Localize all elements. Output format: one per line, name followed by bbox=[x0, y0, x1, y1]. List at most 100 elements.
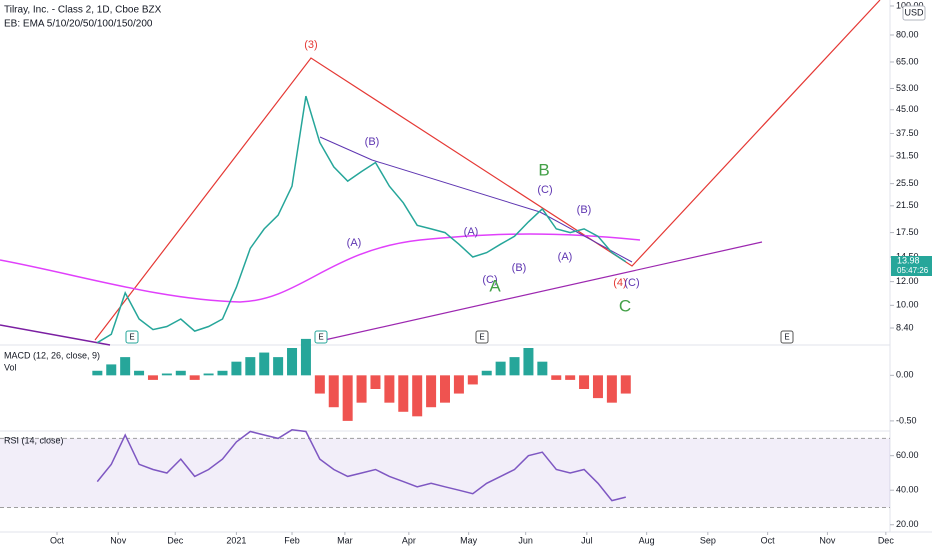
x-tick-label: Oct bbox=[761, 535, 776, 545]
x-tick-label: Feb bbox=[284, 535, 300, 545]
y-tick-label: 17.50 bbox=[896, 227, 919, 237]
macd-bar bbox=[189, 375, 200, 380]
macd-bar bbox=[481, 370, 492, 376]
wave-label: C bbox=[619, 296, 631, 315]
event-marker bbox=[780, 330, 794, 344]
macd-bar bbox=[161, 373, 172, 376]
rsi-band bbox=[0, 438, 890, 508]
wave-label: (B) bbox=[577, 204, 592, 216]
event-marker bbox=[125, 330, 139, 344]
macd-bar bbox=[92, 370, 103, 376]
wave-label: (A) bbox=[347, 237, 362, 249]
wave-label: (3) bbox=[304, 39, 317, 51]
macd-bar bbox=[523, 348, 534, 376]
macd-bar bbox=[592, 375, 603, 399]
y-tick-label: 40.00 bbox=[896, 485, 919, 495]
macd-bar bbox=[579, 375, 590, 390]
chart-layer: 100.00 80.00 65.00 53.00 45.00 37.50 31.50 25.5… bbox=[0, 0, 924, 545]
vol-title: Vol bbox=[4, 362, 17, 372]
wave-label: (B) bbox=[512, 262, 527, 274]
y-tick-label: 45.00 bbox=[896, 104, 919, 114]
macd-bar bbox=[495, 361, 506, 376]
y-tick-label: 53.00 bbox=[896, 83, 919, 93]
macd-bar bbox=[314, 375, 325, 394]
macd-bar bbox=[453, 375, 464, 394]
wave-label: B bbox=[538, 160, 549, 179]
y-tick-label: 10.00 bbox=[896, 300, 919, 310]
wave-label: (B) bbox=[365, 136, 380, 148]
macd-bar bbox=[620, 375, 631, 394]
wave-line bbox=[319, 136, 633, 263]
macd-bar bbox=[370, 375, 381, 390]
wave-label: (C) bbox=[624, 277, 639, 289]
macd-bar bbox=[134, 370, 145, 376]
x-tick-label: Dec bbox=[878, 535, 895, 545]
y-tick-label: -0.50 bbox=[896, 415, 917, 425]
y-tick-label: 25.50 bbox=[896, 178, 919, 188]
macd-bar bbox=[147, 375, 158, 380]
y-tick-label: 20.00 bbox=[896, 519, 919, 529]
x-tick-label: Apr bbox=[402, 535, 416, 545]
x-tick-label: Oct bbox=[50, 535, 65, 545]
x-tick-label: May bbox=[460, 535, 478, 545]
x-tick-label: Jun bbox=[518, 535, 533, 545]
trend-line bbox=[319, 241, 763, 342]
x-tick-label: 2021 bbox=[226, 535, 246, 545]
macd-bar bbox=[426, 375, 437, 408]
y-tick-label: 37.50 bbox=[896, 128, 919, 138]
macd-bar bbox=[203, 373, 214, 376]
currency-box[interactable] bbox=[902, 5, 926, 21]
price-badge bbox=[891, 256, 932, 276]
macd-title: MACD (12, 26, close, 9) bbox=[4, 350, 100, 360]
macd-bar bbox=[300, 338, 311, 376]
x-tick-label: Dec bbox=[167, 535, 184, 545]
event-label: E bbox=[318, 333, 323, 342]
event-label: E bbox=[784, 333, 789, 342]
macd-bar bbox=[106, 364, 117, 376]
rsi-title: RSI (14, close) bbox=[4, 435, 64, 445]
y-tick-label: 8.40 bbox=[896, 322, 914, 332]
event-marker bbox=[475, 330, 489, 344]
macd-bar bbox=[384, 375, 395, 403]
y-tick-label: 21.50 bbox=[896, 200, 919, 210]
macd-bar bbox=[440, 375, 450, 403]
ema-line bbox=[0, 324, 111, 346]
price-badge-countdown: 05:47:26 bbox=[897, 266, 929, 275]
x-tick-label: Jul bbox=[581, 535, 593, 545]
x-tick-label: Nov bbox=[110, 535, 127, 545]
currency[interactable]: USD bbox=[904, 7, 924, 17]
macd-bar bbox=[342, 375, 353, 421]
macd-bar bbox=[328, 375, 339, 408]
y-tick-label: 65.00 bbox=[896, 56, 919, 66]
x-tick-label: Nov bbox=[819, 535, 836, 545]
macd-bar bbox=[273, 357, 284, 376]
macd-bar bbox=[245, 357, 256, 376]
y-tick-label: 80.00 bbox=[896, 29, 919, 39]
macd-bar bbox=[509, 357, 520, 376]
x-tick-label: Mar bbox=[337, 535, 353, 545]
macd-bar bbox=[259, 352, 270, 376]
wave-line bbox=[94, 0, 881, 341]
y-tick-label: 100.00 bbox=[896, 0, 924, 10]
ema-line bbox=[0, 233, 641, 303]
macd-bar bbox=[565, 375, 576, 380]
macd-bar bbox=[398, 375, 409, 412]
y-tick-label: 31.50 bbox=[896, 151, 919, 161]
macd-bar bbox=[287, 348, 298, 376]
macd-bar bbox=[551, 375, 562, 380]
event-label: E bbox=[479, 333, 484, 342]
x-tick-label: Sep bbox=[700, 535, 716, 545]
header-title: Tilray, Inc. - Class 2, 1D, Cboe BZX bbox=[4, 5, 162, 16]
price-badge-price: 13.98 bbox=[897, 255, 920, 265]
event-label: E bbox=[129, 333, 134, 342]
y-tick-label: 60.00 bbox=[896, 450, 919, 460]
y-tick-label: 0.00 bbox=[896, 370, 914, 380]
wave-label: (A) bbox=[558, 251, 573, 263]
wave-label: (4) bbox=[613, 277, 626, 289]
wave-label: (C) bbox=[482, 274, 497, 286]
macd-bar bbox=[467, 375, 478, 385]
macd-bar bbox=[537, 361, 548, 376]
indicator-label: EB: EMA 5/10/20/50/100/150/200 bbox=[4, 19, 153, 30]
